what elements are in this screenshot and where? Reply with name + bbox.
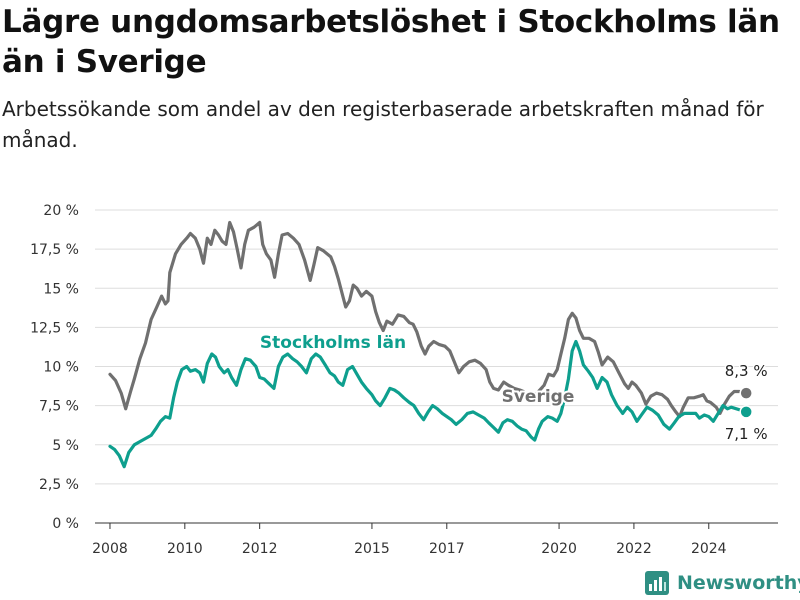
- x-tick-label: 2017: [429, 541, 465, 557]
- series-line-sverige: [108, 220, 748, 419]
- series-label-sverige: Sverige: [502, 387, 575, 407]
- y-tick-label: 7,5 %: [39, 399, 79, 415]
- grid-layer: [95, 209, 778, 485]
- y-tick-label: 0 %: [52, 516, 79, 532]
- end-point-marker: [739, 386, 753, 400]
- newsworthy-logo-icon: [645, 571, 669, 595]
- end-value-label-sverige: 8,3 %: [725, 362, 768, 380]
- y-tick-label: 10 %: [43, 360, 79, 376]
- x-axis: 2008 2010 2012 2015 2017 2020 2022 2024: [92, 522, 778, 557]
- series-layer: [108, 220, 753, 469]
- x-tick-label: 2024: [691, 541, 727, 557]
- y-tick-label: 17,5 %: [30, 242, 79, 258]
- series-label-stockholm: Stockholms län: [260, 333, 406, 353]
- page-title: Lägre ungdomsarbetslöshet i Stockholms l…: [2, 4, 780, 80]
- x-tick-label: 2015: [354, 541, 390, 557]
- x-tick-label: 2020: [541, 541, 577, 557]
- y-tick-label: 5 %: [52, 438, 79, 454]
- x-tick-label: 2010: [167, 541, 203, 557]
- x-tick-label: 2022: [616, 541, 652, 557]
- end-point-marker: [739, 405, 753, 419]
- x-tick-label: 2012: [242, 541, 278, 557]
- page-subtitle: Arbetssökande som andel av den registerb…: [2, 97, 764, 152]
- label-layer: Stockholms län Sverige 8,3 % 7,1 %: [258, 331, 769, 444]
- brand-name: Newsworthy: [677, 572, 800, 594]
- y-tick-label: 20 %: [43, 203, 79, 219]
- y-tick-label: 15 %: [43, 281, 79, 297]
- y-tick-label: 2,5 %: [39, 477, 79, 493]
- y-axis: 0 % 2,5 % 5 % 7,5 % 10 % 12,5 % 15 % 17,5 % 20 %: [30, 203, 79, 532]
- end-value-label-stockholm: 7,1 %: [725, 425, 768, 443]
- series-line-stockholm: [108, 339, 748, 469]
- brand-logo[interactable]: Newsworthy: [645, 568, 800, 598]
- x-tick-label: 2008: [92, 541, 128, 557]
- y-tick-label: 12,5 %: [30, 320, 79, 336]
